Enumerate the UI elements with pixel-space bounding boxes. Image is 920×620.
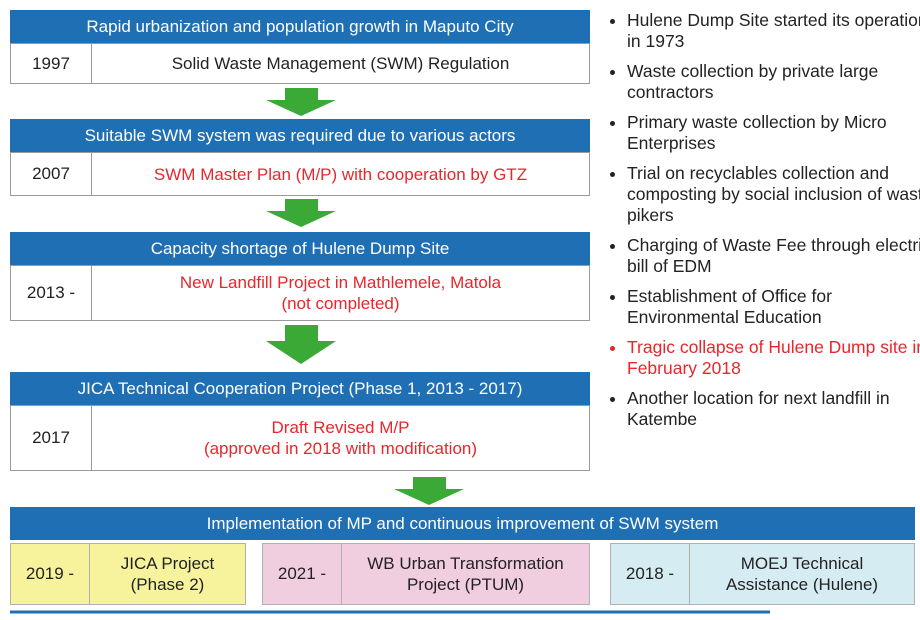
stage-title: Capacity shortage of Hulene Dump Site	[10, 232, 590, 265]
year: 2017	[11, 406, 92, 470]
year: 1997	[11, 44, 92, 83]
year: 2007	[11, 153, 92, 195]
stage-row: 2013 - New Landfill Project in Mathlemel…	[10, 265, 590, 321]
project: 2021 - WB Urban Transformation Project (P…	[262, 543, 590, 605]
bullet: Hulene Dump Site started its operation i…	[627, 10, 920, 52]
stage-title: Rapid urbanization and population growth…	[10, 10, 590, 43]
year: 2021 -	[262, 543, 342, 605]
project-text: MOEJ Technical	[740, 554, 864, 573]
arrow	[394, 477, 464, 505]
stage-text: (not completed)	[281, 294, 400, 313]
bullet-list: Hulene Dump Site started its operation i…	[605, 10, 920, 439]
bullet: Establishment of Office for Environmenta…	[627, 286, 920, 328]
project-text: Assistance (Hulene)	[725, 575, 879, 594]
stage-title: JICA Technical Cooperation Project (Phas…	[10, 372, 590, 405]
project: 2018 - MOEJ Technical Assistance (Hulene)	[610, 543, 915, 605]
project-text: Project (PTUM)	[406, 575, 525, 594]
bullet: Another location for next landfill in Ka…	[627, 388, 920, 430]
stage-row: 1997 Solid Waste Management (SWM) Regula…	[10, 43, 590, 84]
stage-text: (approved in 2018 with modification)	[203, 439, 478, 458]
bullet: Primary waste collection by Micro Enterp…	[627, 112, 920, 154]
stage-text: SWM Master Plan (M/P) with cooperation b…	[153, 164, 528, 184]
year: 2013 -	[11, 266, 92, 320]
stage-row: 2017 Draft Revised M/P (approved in 2018 …	[10, 405, 590, 471]
stage-row: 2007 SWM Master Plan (M/P) with cooperat…	[10, 152, 590, 196]
project-text: JICA Project	[120, 554, 215, 573]
arrow	[266, 325, 336, 364]
bullet: Trial on recyclables collection and comp…	[627, 163, 920, 226]
arrow	[266, 88, 336, 116]
bullet: Waste collection by private large contra…	[627, 61, 920, 103]
project: 2019 - JICA Project (Phase 2)	[10, 543, 246, 605]
stage-text: Solid Waste Management (SWM) Regulation	[171, 54, 510, 73]
stage-text: Draft Revised M/P	[271, 418, 410, 437]
stage-title: Suitable SWM system was required due to …	[10, 119, 590, 152]
project-text: (Phase 2)	[130, 575, 205, 594]
stage-text: New Landfill Project in Mathlemele, Mato…	[179, 273, 502, 292]
arrow	[266, 199, 336, 227]
year: 2018 -	[610, 543, 690, 605]
year: 2019 -	[10, 543, 90, 605]
bullet: Charging of Waste Fee through electric b…	[627, 235, 920, 277]
implementation-title: Implementation of MP and continuous impr…	[10, 507, 915, 540]
bullet: Tragic collapse of Hulene Dump site in F…	[627, 337, 920, 379]
project-text: WB Urban Transformation	[367, 554, 564, 573]
